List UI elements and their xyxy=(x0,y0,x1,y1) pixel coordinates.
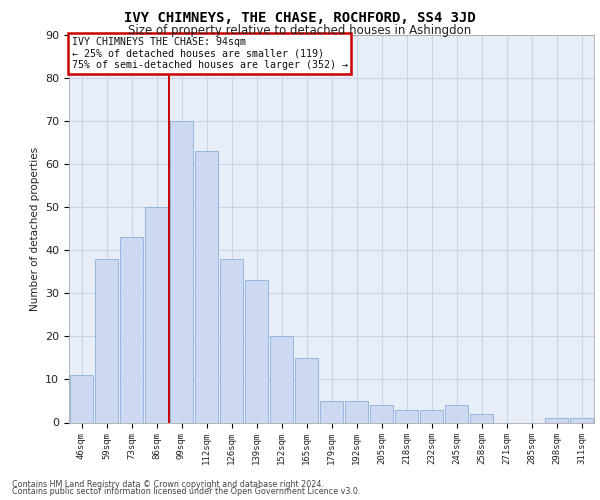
Bar xyxy=(395,410,418,422)
Bar xyxy=(95,259,118,422)
Bar xyxy=(370,406,394,422)
Bar xyxy=(220,259,244,422)
Text: IVY CHIMNEYS, THE CHASE, ROCHFORD, SS4 3JD: IVY CHIMNEYS, THE CHASE, ROCHFORD, SS4 3… xyxy=(124,11,476,25)
Bar xyxy=(194,151,218,422)
Bar xyxy=(445,406,469,422)
Bar xyxy=(470,414,493,422)
Text: IVY CHIMNEYS THE CHASE: 94sqm
← 25% of detached houses are smaller (119)
75% of : IVY CHIMNEYS THE CHASE: 94sqm ← 25% of d… xyxy=(71,37,347,70)
Bar xyxy=(145,207,169,422)
Bar xyxy=(245,280,268,422)
Bar xyxy=(569,418,593,422)
Bar xyxy=(419,410,443,422)
Bar xyxy=(344,401,368,422)
Bar xyxy=(119,238,143,422)
Bar xyxy=(269,336,293,422)
Bar xyxy=(545,418,568,422)
Text: Contains public sector information licensed under the Open Government Licence v3: Contains public sector information licen… xyxy=(12,488,361,496)
Bar xyxy=(295,358,319,422)
Text: Contains HM Land Registry data © Crown copyright and database right 2024.: Contains HM Land Registry data © Crown c… xyxy=(12,480,324,489)
Text: Size of property relative to detached houses in Ashingdon: Size of property relative to detached ho… xyxy=(128,24,472,37)
Y-axis label: Number of detached properties: Number of detached properties xyxy=(29,146,40,311)
Bar xyxy=(70,375,94,422)
Bar xyxy=(320,401,343,422)
Bar xyxy=(170,121,193,422)
